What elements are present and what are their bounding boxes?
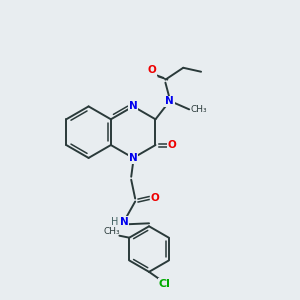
Text: O: O [151,193,159,203]
Text: O: O [147,65,156,75]
Text: CH₃: CH₃ [190,105,207,114]
Text: N: N [165,97,174,106]
Text: H: H [111,217,118,227]
Text: N: N [120,217,129,227]
Text: N: N [129,153,138,163]
Text: CH₃: CH₃ [103,227,120,236]
Text: N: N [129,101,138,111]
Text: O: O [168,140,177,150]
Text: Cl: Cl [159,279,171,289]
